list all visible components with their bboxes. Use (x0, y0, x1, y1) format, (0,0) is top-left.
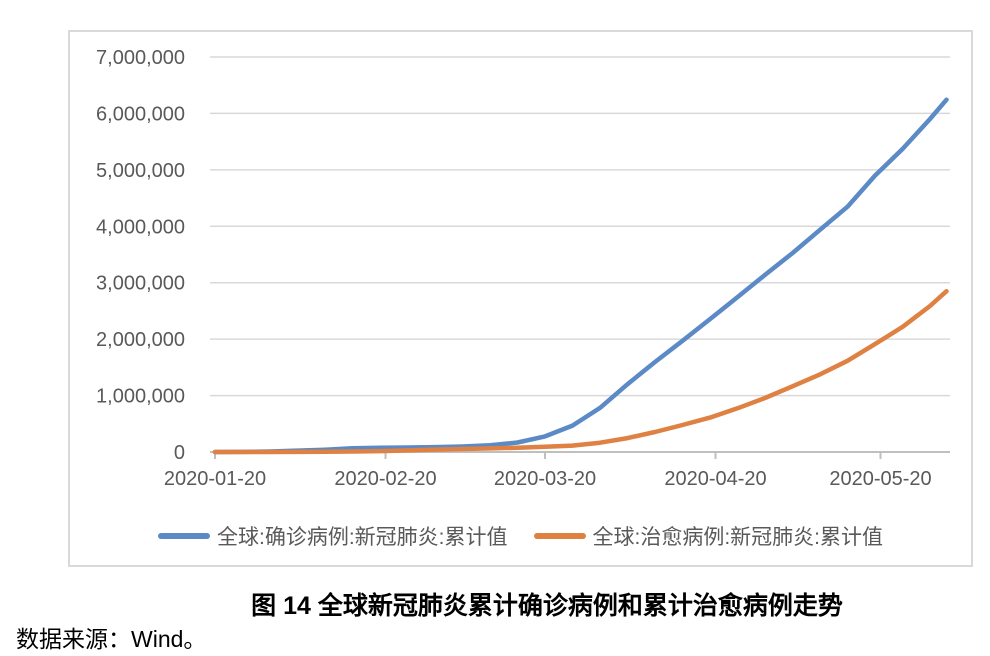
y-tick-label: 7,000,000 (96, 47, 185, 69)
x-tick-label: 2020-05-20 (829, 468, 931, 490)
chart-svg: 0 1,000,000 2,000,000 3,000,000 4,000,000 5,0… (96, 47, 950, 490)
y-tick-label: 2,000,000 (96, 329, 185, 351)
x-axis-labels: 2020-01-20 2020-02-20 2020-03-20 2020-04-20… (164, 468, 932, 490)
chart-card: 0 1,000,000 2,000,000 3,000,000 4,000,000 5,0… (68, 30, 973, 567)
x-tick-label: 2020-02-20 (334, 468, 436, 490)
data-source-note: 数据来源：Wind。 (16, 626, 207, 652)
legend-swatch-confirmed (157, 533, 210, 539)
y-tick-label: 1,000,000 (96, 386, 185, 408)
line-chart: 0 1,000,000 2,000,000 3,000,000 4,000,000 5,0… (70, 32, 971, 512)
x-tick-label: 2020-04-20 (664, 468, 766, 490)
legend-swatch-cured (533, 533, 586, 539)
legend-item-confirmed: 全球:确诊病例:新冠肺炎:累计值 (157, 521, 508, 551)
gridlines (210, 56, 950, 397)
legend-label-confirmed: 全球:确诊病例:新冠肺炎:累计值 (216, 526, 508, 549)
chart-legend: 全球:确诊病例:新冠肺炎:累计值 全球:治愈病例:新冠肺炎:累计值 (70, 518, 971, 554)
series-line-cured (212, 288, 949, 455)
x-tick-label: 2020-01-20 (164, 468, 266, 490)
y-axis-labels: 0 1,000,000 2,000,000 3,000,000 4,000,000 5,0… (96, 47, 185, 464)
figure-caption: 图 14 全球新冠肺炎累计确诊病例和累计治愈病例走势 (251, 592, 843, 620)
y-tick-label: 6,000,000 (96, 103, 185, 125)
y-tick-label: 0 (174, 442, 185, 464)
y-tick-label: 5,000,000 (96, 160, 185, 182)
x-tick-label: 2020-03-20 (494, 468, 596, 490)
legend-item-cured: 全球:治愈病例:新冠肺炎:累计值 (533, 521, 884, 551)
legend-label-cured: 全球:治愈病例:新冠肺炎:累计值 (592, 526, 884, 549)
y-tick-label: 4,000,000 (96, 216, 185, 238)
y-tick-label: 3,000,000 (96, 273, 185, 295)
series-line-confirmed (212, 97, 949, 455)
